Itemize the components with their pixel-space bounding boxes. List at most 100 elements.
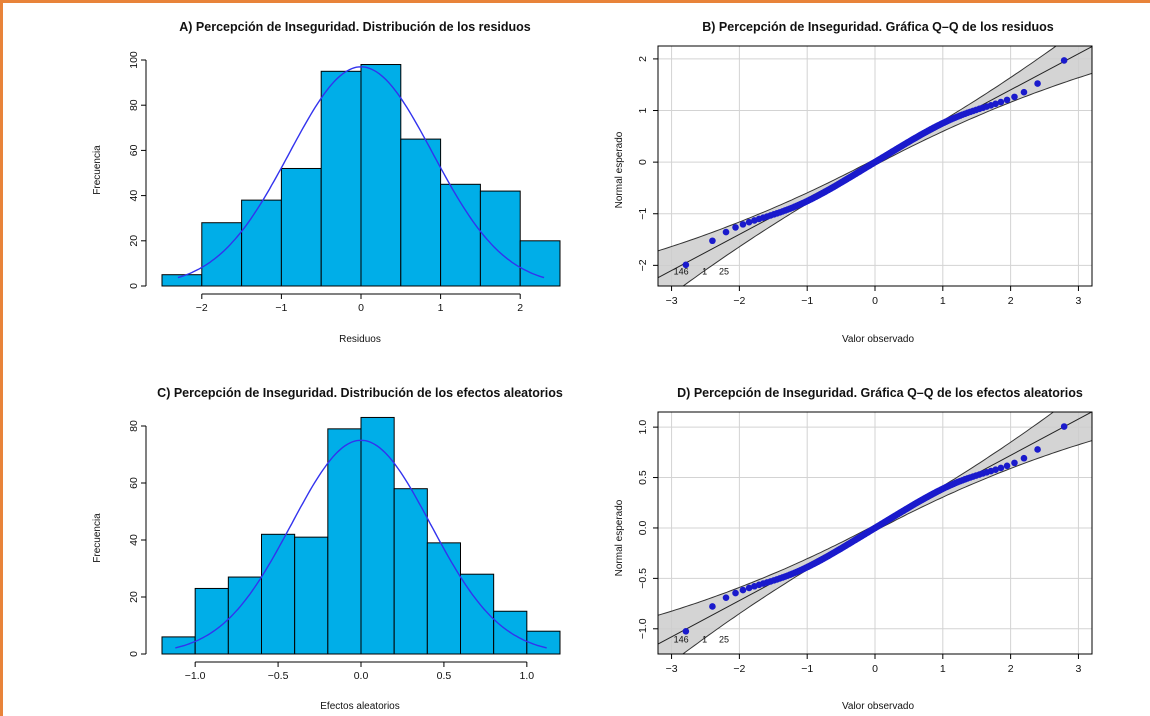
panel-b-point [992, 100, 999, 108]
panel-c-x-tick-label: −1.0 [185, 670, 206, 682]
panel-b-point [739, 221, 747, 228]
panel-d-y-tick-label: 0.5 [637, 470, 649, 485]
panel-c-bar [327, 428, 362, 655]
panel-d-point [732, 589, 739, 597]
panel-c-xlabel: Efectos aleatorios [320, 701, 400, 712]
panel-d-x-tick-label: −1 [801, 663, 813, 675]
panel-c-y-tick-label: 60 [128, 477, 140, 489]
panel-b-x-tick-label: 2 [1008, 295, 1014, 307]
panel-b-xlabel: Valor observado [842, 334, 915, 345]
panel-d-y-tick-label: 1.0 [637, 420, 649, 435]
panel-d-point-label: 25 [719, 634, 729, 644]
panel-b-point [732, 224, 739, 231]
panel-d-y-tick-label: −1.0 [637, 618, 649, 639]
panel-d-y-tick-label: −0.5 [637, 568, 649, 589]
panel-d-x-tick-label: −3 [666, 663, 678, 675]
panel-d-title: D) Percepción de Inseguridad. Gráfica Q–… [677, 386, 1083, 400]
panel-d-point-label: 1 [702, 634, 707, 644]
panel-a-bar [519, 240, 561, 287]
panel-b-y-tick-label: 2 [637, 56, 649, 62]
panel-a-y-tick-label: 60 [128, 144, 140, 156]
panel-d-point [722, 594, 730, 601]
panel-b-point-label: 25 [719, 267, 729, 277]
panel-a-x-tick-label: 0 [358, 302, 364, 314]
panel-a-ylabel: Frecuencia [92, 145, 103, 195]
panel-a-bar [400, 138, 442, 287]
panel-c-bar [294, 536, 329, 655]
panel-d-point [745, 584, 753, 592]
panel-c-bar [526, 630, 561, 655]
panel-b-plot-area [658, 46, 1092, 286]
panel-a-y-tick-label: 0 [128, 283, 140, 289]
panel-b-point [1020, 88, 1028, 96]
panel-d-x-tick-label: −2 [733, 663, 745, 675]
panel-a-y-tick-label: 80 [128, 99, 140, 111]
panel-d-point [1020, 454, 1028, 462]
panel-c-density-curve [175, 439, 547, 649]
panel-b-x-tick-label: 0 [872, 295, 878, 307]
panel-c-bar [360, 416, 395, 655]
panel-a-x-tick-label: 2 [517, 302, 523, 314]
panel-d-point-label: 146 [674, 634, 689, 644]
panel-a-y-tick-label: 20 [128, 235, 140, 247]
panel-b-x-tick-label: −2 [733, 295, 745, 307]
panel-b-x-tick-label: −3 [666, 295, 678, 307]
panel-b-y-tick-label: −2 [637, 259, 649, 271]
panel-a-density-curve [177, 66, 545, 279]
panel-d-point [682, 627, 690, 635]
panel-b-point [1003, 96, 1011, 104]
panel-d-point [1060, 423, 1068, 430]
panel-b-title: B) Percepción de Inseguridad. Gráfica Q–… [702, 20, 1054, 34]
panel-b-point [745, 218, 753, 226]
panel-c-y-tick-label: 20 [128, 591, 140, 603]
panel-d-y-tick-label: 0.0 [637, 521, 649, 536]
panel-a-bar [241, 199, 282, 287]
panel-b-point [1011, 93, 1018, 101]
panel-d-point [739, 586, 747, 594]
panel-b-ylabel: Normal esperado [614, 131, 625, 208]
panel-c-bar [261, 533, 296, 655]
panel-c-bar [161, 636, 196, 655]
panel-d-x-tick-label: 0 [872, 663, 878, 675]
panel-a-x-tick-label: −2 [196, 302, 208, 314]
panel-b-point [1034, 80, 1041, 87]
panel-b-y-tick-label: 1 [637, 107, 649, 113]
panel-a-xlabel: Residuos [339, 334, 381, 345]
panel-b-x-tick-label: 1 [940, 295, 946, 307]
panel-a-y-tick-label: 40 [128, 190, 140, 202]
panel-c-y-tick-label: 80 [128, 420, 140, 432]
panel-d-x-tick-label: 3 [1076, 663, 1082, 675]
panel-c-ylabel: Frecuencia [92, 513, 103, 563]
panel-a-bar [280, 167, 322, 287]
panel-d-ylabel: Normal esperado [614, 499, 625, 576]
panel-c-y-tick-label: 40 [128, 534, 140, 546]
panel-d-point [1034, 446, 1041, 453]
panel-c-bar [393, 488, 428, 655]
panel-a-title: A) Percepción de Inseguridad. Distribuci… [179, 20, 531, 34]
panel-b-point [709, 237, 716, 245]
panel-d-plot-area [658, 412, 1092, 654]
panel-c-y-tick-label: 0 [128, 651, 140, 657]
panel-a-bar [360, 64, 402, 287]
panel-d-x-tick-label: 2 [1008, 663, 1014, 675]
panel-c-bar [227, 576, 262, 655]
panel-c-x-tick-label: 0.5 [437, 670, 452, 682]
panel-c-bar [426, 542, 462, 655]
panel-d-point [997, 464, 1005, 472]
panel-b-point [722, 228, 730, 236]
panel-d-x-tick-label: 1 [940, 663, 946, 675]
panel-d-xlabel: Valor observado [842, 701, 915, 712]
panel-a-bar [479, 190, 521, 287]
panel-a-y-tick-label: 100 [128, 51, 140, 69]
panel-b-point [682, 261, 690, 269]
panel-c-histogram: −1.0 −0.5 0.0 0.5 1.0 0 20 40 60 80 [128, 416, 561, 682]
panel-c-x-tick-label: 1.0 [520, 670, 535, 682]
panel-d-point [1003, 462, 1011, 470]
panel-d-point [709, 603, 716, 610]
panel-b-x-tick-label: 3 [1076, 295, 1082, 307]
panel-d-point [992, 466, 999, 473]
panel-b-x-tick-label: −1 [801, 295, 813, 307]
panel-c-x-tick-label: −0.5 [268, 670, 289, 682]
